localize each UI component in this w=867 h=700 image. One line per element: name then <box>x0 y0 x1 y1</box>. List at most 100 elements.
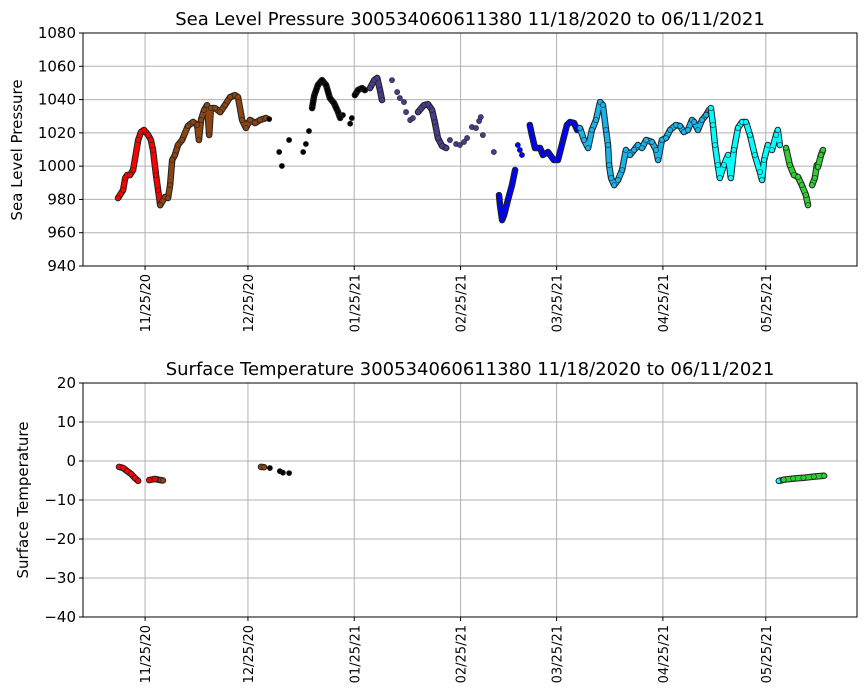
x-tick-label: 12/25/20 <box>242 274 257 332</box>
data-point <box>730 147 737 153</box>
data-point <box>461 139 467 145</box>
data-point <box>169 157 176 163</box>
data-point <box>306 128 312 134</box>
data-point <box>585 145 592 151</box>
data-point <box>599 102 606 108</box>
data-series <box>257 463 268 471</box>
data-point <box>120 187 127 194</box>
data-point <box>410 115 416 121</box>
y-axis-label: Sea Level Pressure <box>8 79 26 220</box>
data-point <box>611 182 618 189</box>
data-point <box>377 87 383 93</box>
data-point <box>172 152 178 158</box>
data-series <box>156 91 270 209</box>
data-point <box>539 152 546 158</box>
data-point <box>252 120 259 126</box>
data-point <box>217 109 224 115</box>
data-point <box>279 163 285 169</box>
data-point <box>242 125 249 131</box>
data-point <box>165 195 171 201</box>
y-tick-label: 1040 <box>38 91 76 109</box>
surface-temperature-plot: Surface Temperature 300534060611380 11/1… <box>14 359 858 683</box>
data-point <box>239 117 246 123</box>
data-point <box>303 141 309 147</box>
y-tick-label: 1020 <box>38 124 76 142</box>
data-point <box>394 89 401 95</box>
data-point <box>497 202 503 208</box>
y-tick-label: 940 <box>47 257 76 275</box>
data-point <box>786 162 793 168</box>
y-tick-label: 1060 <box>38 57 76 75</box>
data-point <box>175 142 181 148</box>
data-point <box>179 137 186 143</box>
data-point <box>190 119 196 125</box>
data-point <box>222 102 228 108</box>
data-point <box>532 145 538 151</box>
data-point <box>201 107 207 113</box>
data-point <box>276 149 283 155</box>
data-point <box>526 122 533 128</box>
data-point <box>300 149 307 155</box>
data-series <box>114 126 164 209</box>
x-tick-label: 02/25/21 <box>455 625 470 683</box>
data-point <box>783 145 789 151</box>
data-point <box>528 132 535 138</box>
data-point <box>555 157 561 163</box>
data-series <box>366 74 386 104</box>
data-point <box>593 117 599 123</box>
data-point <box>335 109 342 115</box>
data-point <box>504 197 511 203</box>
data-point <box>153 172 159 178</box>
data-point <box>708 105 714 111</box>
x-tick-label: 04/25/21 <box>657 625 672 683</box>
data-series <box>514 142 525 158</box>
data-point <box>499 217 505 223</box>
data-point <box>721 162 727 168</box>
data-point <box>464 135 470 141</box>
data-point <box>699 117 705 123</box>
data-point <box>396 95 403 101</box>
data-point <box>780 476 787 483</box>
data-point <box>347 120 354 127</box>
x-tick-label: 05/25/21 <box>760 625 775 683</box>
data-point <box>667 127 674 133</box>
data-point <box>135 137 142 143</box>
data-point <box>204 102 211 108</box>
data-point <box>663 135 669 141</box>
data-point <box>501 212 508 218</box>
data-point <box>649 139 655 145</box>
data-point <box>128 470 134 477</box>
x-tick-label: 02/25/21 <box>455 274 470 332</box>
sea-level-pressure-plot: Sea Level Pressure 300534060611380 11/18… <box>8 9 858 332</box>
x-tick-label: 11/25/20 <box>139 274 154 332</box>
data-point <box>751 152 758 158</box>
data-point <box>764 142 771 148</box>
data-point <box>615 177 621 183</box>
data-point <box>425 101 431 107</box>
data-point <box>135 477 142 484</box>
data-series <box>389 77 416 123</box>
y-tick-label: −20 <box>44 530 76 548</box>
data-point <box>509 182 515 189</box>
data-series <box>157 476 167 484</box>
data-point <box>379 97 385 103</box>
data-point <box>512 167 518 173</box>
series-line-edge <box>526 118 581 164</box>
data-point <box>490 149 497 155</box>
data-series <box>782 144 812 209</box>
axes-frame <box>82 382 858 618</box>
data-point <box>352 92 358 98</box>
data-point <box>655 157 661 163</box>
data-point <box>769 147 775 153</box>
data-point <box>790 475 797 482</box>
data-point <box>516 147 523 153</box>
data-point <box>311 93 318 99</box>
data-point <box>141 127 147 133</box>
data-point <box>331 100 337 106</box>
x-tick-label: 01/25/21 <box>348 274 363 332</box>
data-point <box>627 152 633 158</box>
data-point <box>198 117 204 123</box>
data-point <box>160 477 166 484</box>
data-point <box>798 182 805 189</box>
data-point <box>571 120 577 126</box>
